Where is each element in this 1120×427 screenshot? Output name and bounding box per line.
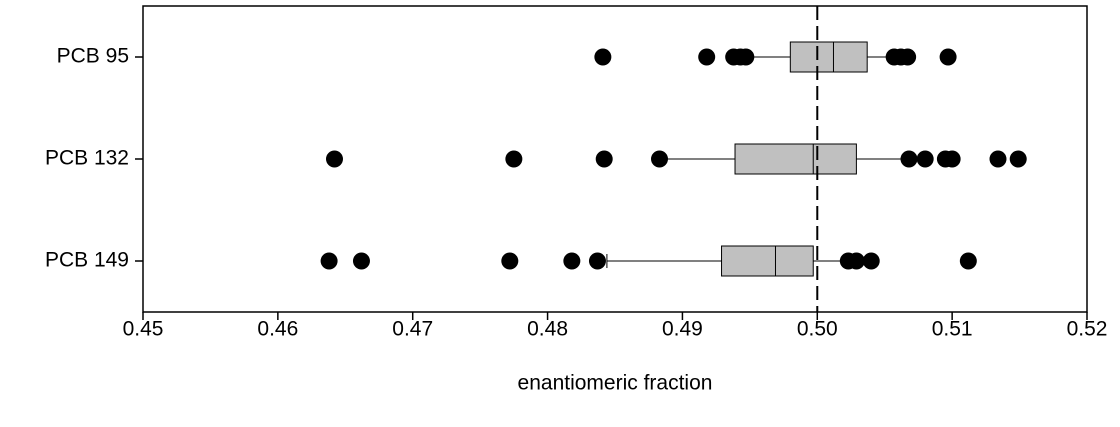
y-tick-label: PCB 149: [45, 249, 129, 272]
outlier: [698, 48, 716, 66]
outlier: [505, 150, 523, 168]
x-tick-label: 0.48: [527, 318, 568, 341]
x-tick-label: 0.51: [932, 318, 973, 341]
outlier: [588, 252, 606, 270]
outlier: [847, 252, 865, 270]
outlier: [501, 252, 519, 270]
outlier: [862, 252, 880, 270]
x-tick-label: 0.46: [257, 318, 298, 341]
outlier: [939, 48, 957, 66]
outlier: [989, 150, 1007, 168]
x-axis-label: enantiomeric fraction: [518, 372, 713, 395]
outlier: [959, 252, 977, 270]
outlier: [1009, 150, 1027, 168]
outlier: [916, 150, 934, 168]
outlier: [651, 150, 669, 168]
outlier: [595, 150, 613, 168]
outlier: [900, 150, 918, 168]
box: [789, 41, 868, 73]
outlier: [352, 252, 370, 270]
x-tick-label: 0.47: [392, 318, 433, 341]
outlier: [563, 252, 581, 270]
x-tick-label: 0.50: [797, 318, 838, 341]
outlier: [943, 150, 961, 168]
outlier: [325, 150, 343, 168]
x-tick-label: 0.52: [1067, 318, 1108, 341]
outlier: [899, 48, 917, 66]
box: [721, 245, 814, 277]
y-tick-label: PCB 132: [45, 147, 129, 170]
outlier: [594, 48, 612, 66]
outlier: [320, 252, 338, 270]
y-tick-label: PCB 95: [57, 45, 129, 68]
box: [734, 143, 857, 175]
x-tick-label: 0.45: [123, 318, 164, 341]
outlier: [737, 48, 755, 66]
x-tick-label: 0.49: [662, 318, 703, 341]
